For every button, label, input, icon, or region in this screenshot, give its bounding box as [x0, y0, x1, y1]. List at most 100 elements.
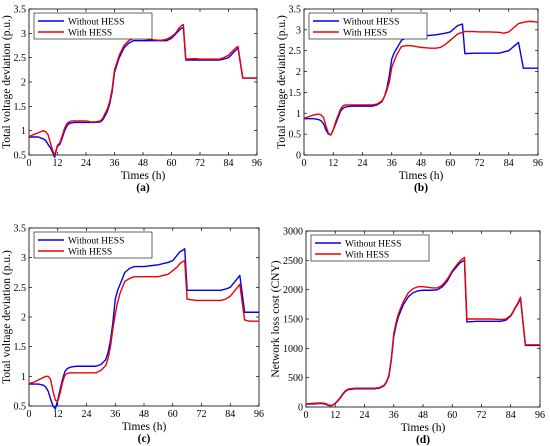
y-tick-label: 0 [296, 151, 301, 162]
x-tick-label: 84 [504, 158, 514, 169]
x-tick-label: 48 [416, 158, 426, 169]
y-tick-label: 500 [288, 373, 303, 384]
series-line-with-hess [303, 20, 539, 136]
x-tick-label: 72 [475, 158, 485, 169]
x-tick-label: 12 [53, 409, 63, 420]
y-tick-label: 3.5 [14, 224, 27, 235]
x-tick-label: 36 [389, 410, 399, 421]
y-axis-label: Total voltage deviation (p.u.) [1, 15, 13, 149]
y-axis-label: Network loss cost (CNY) [270, 260, 282, 377]
legend-box [310, 234, 430, 262]
x-tick-label: 24 [358, 158, 368, 169]
x-tick-label: 60 [445, 158, 455, 169]
y-tick-label: 2500 [283, 256, 303, 267]
chart-panel-4: 0 12 24 36 48 60 72 84 96 0 500 1000 1500 2000 2500 300… [270, 227, 545, 446]
x-tick-label: 48 [139, 409, 149, 420]
y-tick-label: 2 [21, 78, 26, 89]
x-tick-label: 0 [302, 158, 307, 169]
legend-label: Without HESS [343, 18, 399, 28]
x-tick-label: 12 [330, 410, 340, 421]
y-tick-label: 2 [21, 313, 26, 324]
x-axis-label: Times (h) [121, 170, 166, 182]
x-tick-label: 72 [197, 409, 207, 420]
x-axis-label: Times (h) [122, 421, 167, 433]
x-tick-label: 84 [224, 158, 234, 169]
y-tick-label: 3 [21, 253, 26, 264]
panel-label: (d) [416, 434, 430, 446]
x-tick-label: 12 [328, 158, 338, 169]
y-axis-label: Total voltage deviation (p.u.) [276, 15, 288, 149]
y-tick-label: 1.5 [14, 342, 27, 353]
series-line-without-hess [306, 259, 540, 407]
x-tick-label: 24 [81, 158, 91, 169]
legend-label: Without HESS [68, 237, 124, 247]
y-tick-label: 2.5 [289, 46, 302, 57]
y-tick-label: 2.5 [14, 283, 27, 294]
x-tick-label: 72 [477, 410, 487, 421]
y-tick-label: 1 [21, 372, 26, 383]
x-tick-label: 96 [535, 410, 545, 421]
y-tick-label: 3.5 [289, 5, 302, 16]
y-tick-label: 1 [296, 109, 301, 120]
x-tick-label: 96 [254, 409, 264, 420]
x-axis-label: Times (h) [401, 422, 446, 434]
panel-label: (c) [138, 433, 151, 445]
x-tick-label: 96 [533, 158, 543, 169]
legend-label: With HESS [345, 251, 389, 261]
y-tick-label: 0 [298, 403, 303, 414]
series-line-without-hess [29, 26, 257, 159]
x-tick-label: 24 [360, 410, 370, 421]
legend-label: Without HESS [68, 18, 124, 28]
series-line-with-hess [28, 259, 259, 402]
x-tick-label: 12 [53, 158, 63, 169]
x-tick-label: 36 [110, 158, 120, 169]
y-tick-label: 2 [296, 67, 301, 78]
legend-label: With HESS [68, 29, 112, 39]
x-tick-label: 36 [387, 158, 397, 169]
panel-label: (a) [136, 182, 150, 194]
y-tick-label: 3000 [283, 227, 303, 238]
series-line-without-hess [304, 23, 538, 136]
chart-panel-1: 0 12 24 36 48 60 72 84 96 0.5 1 1.5 2 2.5 3 3.5 Times (h… [1, 5, 262, 195]
series-line-with-hess [305, 256, 540, 407]
x-tick-label: 0 [27, 158, 32, 169]
x-tick-label: 36 [110, 409, 120, 420]
x-tick-label: 72 [195, 158, 205, 169]
x-tick-label: 60 [167, 158, 177, 169]
x-tick-label: 96 [252, 158, 262, 169]
y-tick-label: 1.5 [14, 102, 27, 113]
chart-panel-2: 0 12 24 36 48 60 72 84 96 0 0.5 1 1.5 2 2.5 3 3.5 Times (… [276, 5, 543, 195]
x-tick-label: 48 [138, 158, 148, 169]
series-line-with-hess [28, 23, 257, 156]
y-tick-label: 2000 [283, 285, 303, 296]
y-tick-label: 0.5 [14, 151, 27, 162]
x-tick-label: 24 [82, 409, 92, 420]
legend-box [33, 12, 153, 40]
y-tick-label: 3.5 [14, 5, 27, 16]
y-tick-label: 1.5 [289, 88, 302, 99]
x-tick-label: 48 [418, 410, 428, 421]
x-tick-label: 84 [225, 409, 235, 420]
y-tick-label: 3 [21, 29, 26, 40]
x-tick-label: 60 [168, 409, 178, 420]
y-tick-label: 1000 [283, 344, 303, 355]
y-tick-label: 2.5 [14, 53, 27, 64]
y-tick-label: 1 [21, 126, 26, 137]
x-tick-label: 0 [27, 409, 32, 420]
x-tick-label: 84 [506, 410, 516, 421]
series-line-without-hess [29, 248, 259, 410]
legend-label: With HESS [68, 248, 112, 258]
y-tick-label: 0.5 [14, 402, 27, 413]
y-axis-label: Total voltage deviation (p.u.) [1, 250, 13, 384]
y-tick-label: 3 [296, 25, 301, 36]
x-axis-label: Times (h) [399, 170, 444, 182]
legend-label: With HESS [343, 29, 387, 39]
legend-label: Without HESS [345, 240, 401, 250]
panel-label: (b) [414, 182, 428, 194]
legend-box [308, 12, 428, 40]
